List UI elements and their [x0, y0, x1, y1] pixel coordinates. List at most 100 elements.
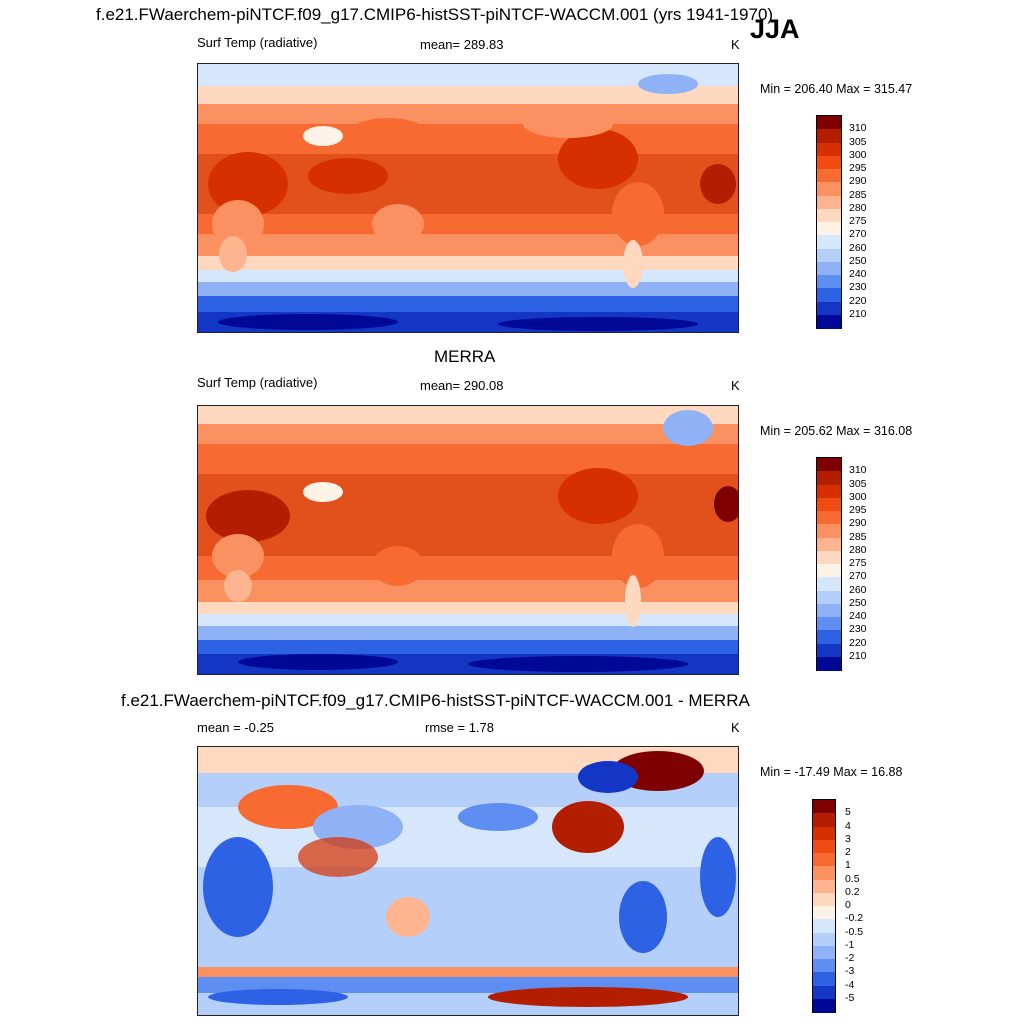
- colorbar-swatch: [813, 853, 835, 867]
- colorbar-tick-label: 0: [845, 899, 851, 911]
- colorbar-swatch: [813, 800, 835, 814]
- colorbar-swatch: [813, 879, 835, 894]
- colorbar-tick-label: 295: [849, 162, 867, 174]
- colorbar-swatch: [817, 261, 841, 276]
- colorbar-swatch: [813, 813, 835, 827]
- colorbar-tick-label: 220: [849, 636, 867, 649]
- colorbar-tick-label: 250: [849, 596, 867, 609]
- colorbar-swatch: [817, 564, 841, 578]
- panel-diff-minmax: Min = -17.49 Max = 16.88: [760, 765, 903, 779]
- colorbar-tick-label: -0.5: [845, 925, 864, 938]
- panel-diff-rmse: rmse = 1.78: [425, 720, 495, 735]
- colorbar-tick-label: 3: [845, 832, 851, 845]
- colorbar-swatch: [817, 222, 841, 236]
- panel-model-mean: mean= 289.83: [420, 37, 504, 52]
- colorbar-swatch: [817, 537, 841, 552]
- colorbar-swatch: [817, 511, 841, 525]
- colorbar-swatch: [817, 630, 841, 644]
- colorbar-swatch: [817, 208, 841, 223]
- colorbar-swatch: [817, 129, 841, 143]
- colorbar-swatch: [813, 998, 835, 1013]
- colorbar-swatch: [813, 932, 835, 947]
- panel-diff-title: f.e21.FWaerchem-piNTCF.f09_g17.CMIP6-his…: [121, 691, 750, 710]
- colorbar-obs-labels: 310 305 300 295 290 285 280 275 270 260 250 240 230 2…: [849, 457, 889, 671]
- colorbar-model-labels: 310 305 300 295 290 285 280 275 270 260 250 240 230 2…: [849, 115, 889, 329]
- colorbar-tick-label: 280: [849, 201, 867, 214]
- panel-diff-units: K: [731, 720, 740, 735]
- colorbar-swatch: [817, 235, 841, 249]
- colorbar-tick-label: 4: [845, 819, 851, 832]
- colorbar-swatch: [817, 248, 841, 263]
- colorbar-tick-label: 275: [849, 557, 867, 569]
- colorbar-swatch: [817, 590, 841, 605]
- colorbar-tick-label: 210: [849, 307, 867, 320]
- colorbar-tick-label: 0.5: [845, 872, 860, 885]
- colorbar-swatch: [817, 314, 841, 329]
- colorbar-tick-label: 310: [849, 122, 867, 135]
- colorbar-swatch: [813, 892, 835, 907]
- colorbar-tick-label: 300: [849, 490, 867, 503]
- colorbar-swatch: [813, 972, 835, 986]
- map-diff-svg: [198, 747, 738, 1015]
- colorbar-tick-label: -2: [845, 952, 855, 964]
- colorbar-model: [816, 115, 842, 329]
- colorbar-tick-label: 5: [845, 806, 851, 819]
- colorbar-tick-label: 230: [849, 281, 867, 294]
- colorbar-swatch: [817, 524, 841, 538]
- colorbar-tick-label: 230: [849, 623, 867, 636]
- colorbar-swatch: [813, 919, 835, 933]
- colorbar-swatch: [813, 945, 835, 960]
- colorbar-swatch: [817, 275, 841, 289]
- colorbar-tick-label: -0.2: [845, 912, 864, 925]
- colorbar-tick-label: -1: [845, 938, 855, 951]
- colorbar-swatch: [817, 656, 841, 671]
- colorbar-swatch: [817, 617, 841, 631]
- panel-obs-mean: mean= 290.08: [420, 378, 504, 393]
- colorbar-tick-label: 310: [849, 464, 867, 477]
- colorbar-swatch: [817, 643, 841, 658]
- colorbar-tick-label: 295: [849, 504, 867, 516]
- colorbar-tick-label: 260: [849, 583, 867, 596]
- colorbar-swatch: [813, 839, 835, 854]
- colorbar-swatch: [817, 471, 841, 485]
- colorbar-swatch: [813, 866, 835, 880]
- colorbar-swatch: [817, 458, 841, 472]
- colorbar-tick-label: 305: [849, 135, 867, 148]
- panel-model-left-label: Surf Temp (radiative): [197, 35, 318, 50]
- panel-model-minmax: Min = 206.40 Max = 315.47: [760, 82, 913, 96]
- colorbar-swatch: [813, 906, 835, 920]
- colorbar-tick-label: 280: [849, 543, 867, 556]
- colorbar-tick-label: -3: [845, 965, 855, 978]
- colorbar-obs: [816, 457, 842, 671]
- colorbar-swatch: [817, 155, 841, 170]
- colorbar-tick-label: 270: [849, 228, 867, 241]
- map-model-svg: [198, 64, 738, 332]
- colorbar-tick-label: 270: [849, 570, 867, 583]
- panel-model-units: K: [731, 37, 740, 52]
- colorbar-tick-label: 1: [845, 859, 851, 872]
- colorbar-swatch: [817, 169, 841, 183]
- colorbar-tick-label: 285: [849, 188, 867, 201]
- colorbar-tick-label: 240: [849, 610, 867, 622]
- colorbar-tick-label: 300: [849, 148, 867, 161]
- colorbar-swatch: [817, 497, 841, 512]
- colorbar-swatch: [817, 195, 841, 210]
- colorbar-tick-label: 290: [849, 175, 867, 188]
- colorbar-swatch: [817, 288, 841, 302]
- colorbar-tick-label: 240: [849, 268, 867, 280]
- colorbar-tick-label: 2: [845, 846, 851, 858]
- colorbar-swatch: [817, 550, 841, 565]
- colorbar-tick-label: 210: [849, 649, 867, 662]
- colorbar-tick-label: 220: [849, 294, 867, 307]
- map-obs-svg: [198, 406, 738, 674]
- colorbar-swatch: [817, 577, 841, 591]
- colorbar-tick-label: 290: [849, 517, 867, 530]
- panel-obs-title: MERRA: [434, 347, 496, 366]
- colorbar-diff-labels: 5 4 3 2 1 0.5 0.2 0 -0.2 -0.5 -1 -2 -3 -4 -5: [845, 799, 885, 1013]
- colorbar-tick-label: 260: [849, 241, 867, 254]
- map-diff: [197, 746, 739, 1016]
- map-obs: [197, 405, 739, 675]
- figure-title: f.e21.FWaerchem-piNTCF.f09_g17.CMIP6-his…: [96, 5, 774, 24]
- colorbar-swatch: [813, 826, 835, 841]
- colorbar-swatch: [817, 116, 841, 130]
